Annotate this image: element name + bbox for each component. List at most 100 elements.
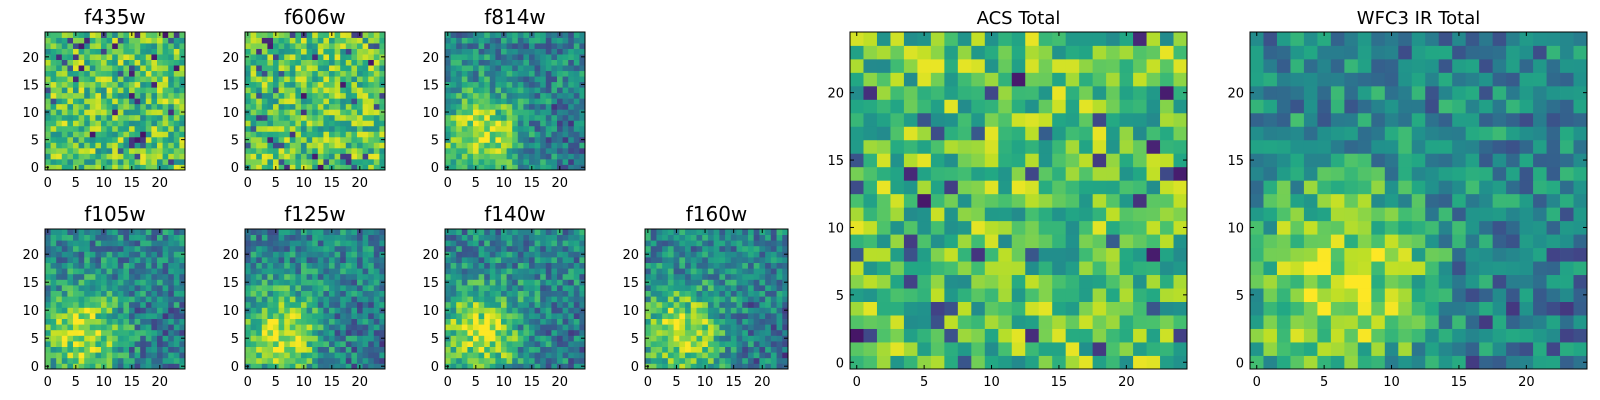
heatmap-cell — [157, 262, 163, 269]
heatmap-cell — [489, 114, 496, 121]
heatmap-cell — [557, 329, 563, 336]
heatmap-cell — [573, 352, 580, 359]
heatmap-cell — [696, 285, 703, 291]
heatmap-cell — [95, 262, 102, 269]
heatmap-cell — [312, 109, 319, 116]
heatmap-cell — [295, 164, 302, 171]
heatmap-cell — [323, 273, 330, 280]
heatmap-cell — [312, 76, 319, 83]
heatmap-cell — [579, 92, 586, 99]
heatmap-cell — [579, 59, 586, 66]
heatmap-cell — [173, 318, 180, 325]
heatmap-cell — [506, 262, 513, 269]
heatmap-cell — [667, 341, 674, 347]
heatmap-cell — [261, 70, 268, 77]
heatmap-cell — [379, 125, 386, 132]
heatmap-cell — [123, 136, 130, 143]
heatmap-cell — [690, 234, 697, 241]
heatmap-cell — [151, 147, 158, 154]
heatmap-cell — [1065, 247, 1080, 262]
heatmap-cell — [112, 329, 119, 336]
heatmap-cell — [529, 245, 535, 252]
heatmap-cell — [456, 158, 463, 165]
heatmap-cell — [362, 164, 369, 171]
heatmap-cell — [67, 352, 74, 359]
heatmap-cell — [998, 220, 1013, 235]
heatmap-cell — [329, 136, 335, 143]
heatmap-cell — [278, 341, 285, 347]
heatmap-cell — [1052, 301, 1067, 316]
heatmap-cell — [461, 363, 468, 370]
heatmap-cell — [484, 131, 491, 138]
heatmap-cell — [719, 268, 726, 275]
heatmap-cell — [1065, 288, 1080, 302]
heatmap-cell — [151, 301, 158, 308]
heatmap-cell — [323, 240, 330, 247]
heatmap-cell — [568, 147, 575, 154]
heatmap-cell — [273, 257, 279, 263]
heatmap-cell — [461, 346, 468, 353]
heatmap-cell — [301, 329, 307, 336]
heatmap-cell — [523, 109, 530, 116]
heatmap-cell — [540, 318, 547, 325]
heatmap-cell — [373, 103, 380, 110]
heatmap-cell — [140, 87, 147, 94]
heatmap-cell — [1065, 234, 1080, 249]
heatmap-cell — [256, 54, 263, 60]
heatmap-cell — [512, 346, 519, 353]
heatmap-cell — [179, 76, 186, 83]
heatmap-cell — [67, 290, 74, 297]
heatmap-cell — [579, 32, 586, 38]
heatmap-cell — [351, 301, 358, 308]
heatmap-cell — [345, 54, 352, 60]
heatmap-cell — [696, 296, 703, 303]
heatmap-cell — [1106, 274, 1120, 289]
heatmap-cell — [145, 37, 152, 44]
heatmap-cell — [690, 329, 697, 336]
heatmap-cell — [162, 81, 169, 88]
heatmap-cell — [84, 296, 91, 303]
heatmap-cell — [1146, 180, 1161, 195]
heatmap-cell — [106, 81, 113, 88]
heatmap-cell — [690, 268, 697, 275]
heatmap-cell — [306, 341, 313, 347]
heatmap-cell — [696, 329, 703, 336]
heatmap-cell — [445, 245, 451, 252]
heatmap-cell — [1092, 180, 1107, 195]
heatmap-cell — [173, 251, 180, 258]
heatmap-cell — [84, 81, 91, 88]
heatmap-cell — [168, 279, 175, 286]
heatmap-cell — [545, 43, 552, 49]
heatmap-cell — [673, 352, 680, 359]
heatmap-cell — [84, 65, 91, 72]
heatmap-cell — [1173, 180, 1188, 195]
heatmap-cell — [523, 352, 530, 359]
heatmap-cell — [489, 301, 496, 308]
heatmap-cell — [357, 329, 363, 336]
heatmap-cell — [736, 335, 743, 342]
heatmap-cell — [106, 313, 113, 319]
heatmap-cell — [551, 125, 558, 132]
heatmap-cell — [551, 296, 558, 303]
heatmap-cell — [568, 251, 575, 258]
heatmap-cell — [162, 251, 169, 258]
heatmap-cell — [162, 142, 169, 149]
heatmap-cell — [489, 352, 496, 359]
heatmap-cell — [106, 240, 113, 247]
heatmap-cell — [379, 43, 386, 49]
heatmap-cell — [656, 262, 663, 269]
heatmap-cell — [340, 164, 347, 171]
heatmap-cell — [445, 234, 451, 241]
heatmap-cell — [489, 54, 496, 60]
heatmap-cell — [162, 87, 169, 94]
heatmap-cell — [1079, 193, 1094, 208]
heatmap-cell — [545, 114, 552, 121]
heatmap-cell — [450, 158, 457, 165]
heatmap-cell — [340, 158, 347, 165]
heatmap-cell — [73, 43, 79, 49]
heatmap-cell — [696, 341, 703, 347]
heatmap-cell — [140, 158, 147, 165]
heatmap-cell — [667, 279, 674, 286]
